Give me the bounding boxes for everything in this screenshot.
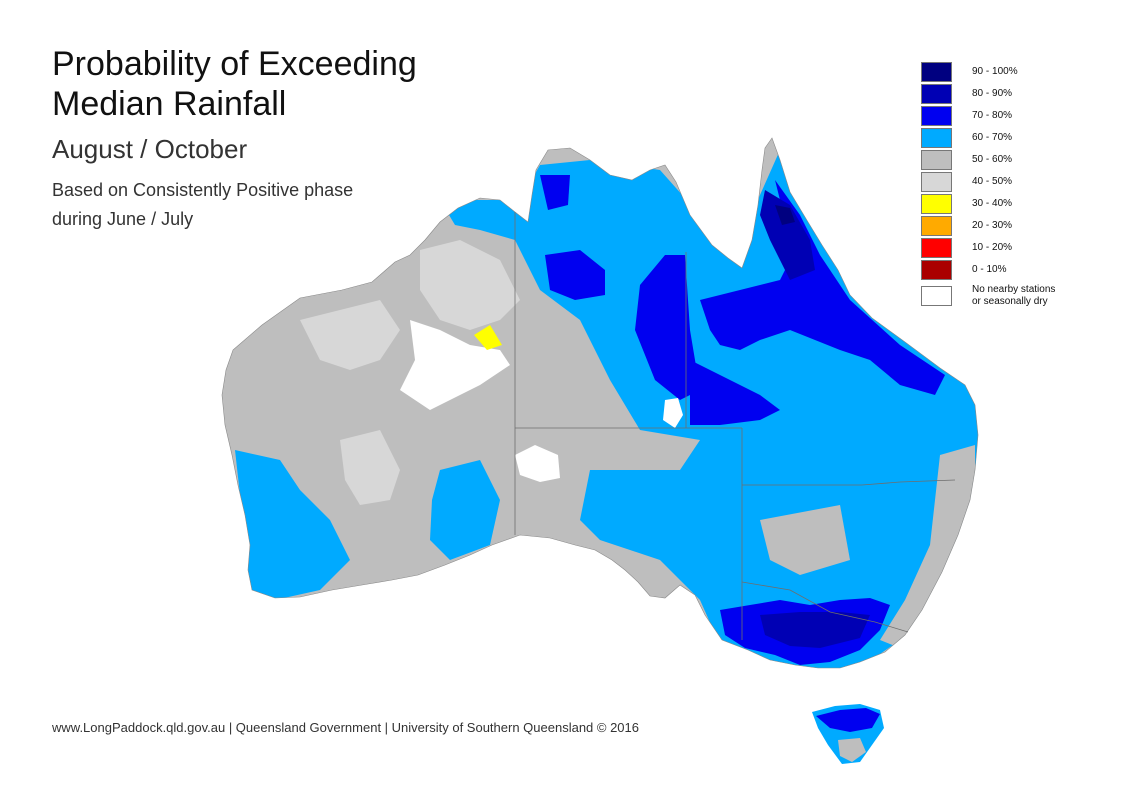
legend-item-30-40: 30 - 40% xyxy=(921,193,1055,215)
nsw-coast-grey-strip xyxy=(880,445,975,648)
map-title-line-1: Probability of Exceeding xyxy=(52,45,417,83)
legend-label: 40 - 50% xyxy=(972,176,1013,187)
legend-swatch xyxy=(921,128,952,148)
legend-item-no-data: No nearby stations or seasonally dry xyxy=(921,281,1055,311)
south-coast-blue-region xyxy=(430,460,500,560)
legend-label: 70 - 80% xyxy=(972,110,1013,121)
west-coast-blue-region xyxy=(235,450,350,600)
legend-swatch xyxy=(921,62,952,82)
legend-swatch xyxy=(921,172,952,192)
footer-credits: www.LongPaddock.qld.gov.au | Queensland … xyxy=(52,720,639,735)
legend-swatch xyxy=(921,238,952,258)
map-note: Based on Consistently Positive phase dur… xyxy=(52,176,417,234)
legend-item-70-80: 70 - 80% xyxy=(921,105,1055,127)
legend-label: 30 - 40% xyxy=(972,198,1013,209)
legend-swatch xyxy=(921,216,952,236)
map-note-line-1: Based on Consistently Positive phase xyxy=(52,180,354,200)
tasmania xyxy=(812,704,884,764)
map-period: August / October xyxy=(52,134,248,164)
arnhem-dark-patch xyxy=(540,175,570,210)
mainland-fill xyxy=(222,138,978,668)
no-station-area-1 xyxy=(400,320,510,410)
map-title-line-2: Median Rainfall xyxy=(52,85,287,123)
title-block: Probability of Exceeding Median Rainfall… xyxy=(52,44,417,234)
legend-label: 80 - 90% xyxy=(972,88,1013,99)
legend-swatch xyxy=(921,194,952,214)
map-note-line-2: during June / July xyxy=(52,209,194,229)
se-grey-patch xyxy=(760,505,850,575)
state-borders xyxy=(514,212,956,640)
nsw-vic-border xyxy=(741,581,909,633)
legend-swatch xyxy=(921,106,952,126)
legend-label: No nearby stations or seasonally dry xyxy=(972,284,1056,307)
legend-item-50-60: 50 - 60% xyxy=(921,149,1055,171)
cape-york-core xyxy=(775,205,795,225)
victoria-deep-region xyxy=(760,612,870,648)
low-probability-patch xyxy=(474,325,502,350)
legend-label: 60 - 70% xyxy=(972,132,1013,143)
legend-item-20-30: 20 - 30% xyxy=(921,215,1055,237)
mainland-coastline xyxy=(221,137,979,669)
west-light-grey-region xyxy=(300,300,400,370)
gulf-dark-region xyxy=(635,255,700,400)
interior-light-grey-region xyxy=(340,430,400,505)
legend-swatch xyxy=(921,150,952,170)
top-end-dark-patch xyxy=(545,250,605,300)
central-light-grey-region xyxy=(420,240,520,330)
legend-item-0-10: 0 - 10% xyxy=(921,259,1055,281)
central-dark-band xyxy=(690,360,780,425)
legend-item-60-70: 60 - 70% xyxy=(921,127,1055,149)
tasmania-dark-region xyxy=(816,708,880,732)
legend-item-90-100: 90 - 100% xyxy=(921,61,1055,83)
no-station-area-3 xyxy=(663,398,683,428)
legend-swatch xyxy=(921,260,952,280)
legend-item-10-20: 10 - 20% xyxy=(921,237,1055,259)
legend-item-80-90: 80 - 90% xyxy=(921,83,1055,105)
qld-nsw-border xyxy=(742,479,956,486)
no-station-area-2 xyxy=(515,445,560,482)
legend-label: 90 - 100% xyxy=(972,66,1018,77)
legend-label: 10 - 20% xyxy=(972,242,1013,253)
legend-item-40-50: 40 - 50% xyxy=(921,171,1055,193)
legend: 90 - 100% 80 - 90% 70 - 80% 60 - 70% 50 … xyxy=(921,61,1055,311)
legend-label: 0 - 10% xyxy=(972,264,1007,275)
queensland-dark-region xyxy=(700,180,945,395)
queensland-deep-region xyxy=(760,190,815,280)
legend-swatch xyxy=(921,84,952,104)
tasmania-grey-region xyxy=(838,738,866,762)
legend-label: 20 - 30% xyxy=(972,220,1013,231)
legend-swatch xyxy=(921,286,952,306)
legend-label: 50 - 60% xyxy=(972,154,1013,165)
